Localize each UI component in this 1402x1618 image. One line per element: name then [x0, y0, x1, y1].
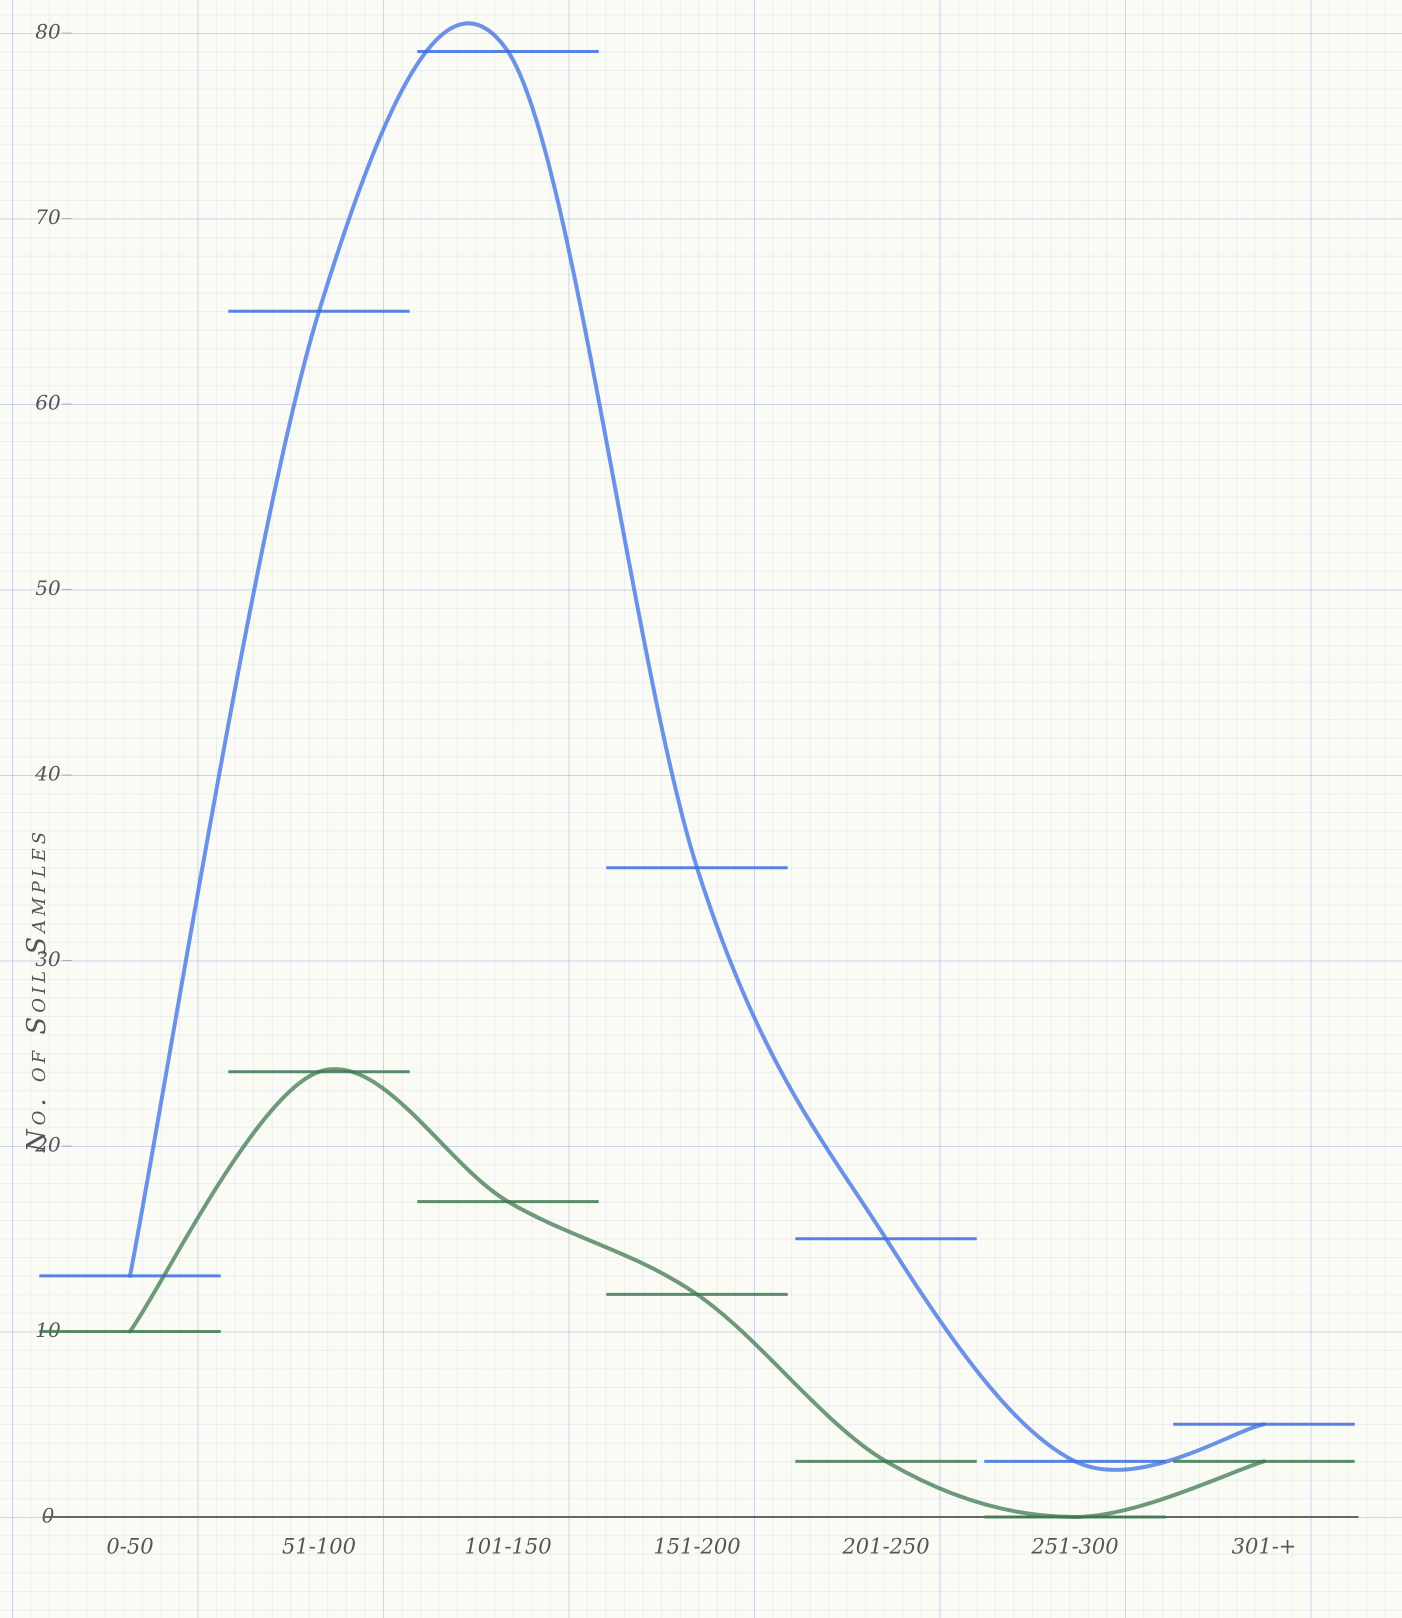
y-axis-title: No. of Soil Samples	[22, 828, 52, 1153]
trend-curve	[128, 1067, 1266, 1520]
x-tick-label: 201-250	[841, 1535, 929, 1559]
trend-curve	[128, 21, 1266, 1472]
y-tick-label: 0	[42, 1504, 55, 1528]
x-tick-label: 101-150	[464, 1535, 551, 1559]
x-tick-label: 151-200	[653, 1535, 740, 1559]
y-tick-label: 80	[35, 20, 61, 44]
y-tick-label: 70	[35, 205, 61, 229]
x-tick-label: 0-50	[106, 1535, 153, 1559]
x-tick-label: 251-300	[1030, 1535, 1118, 1559]
x-tick-label: 301-+	[1232, 1535, 1297, 1559]
y-tick-label: 60	[35, 391, 61, 415]
y-tick-label: 50	[35, 576, 61, 600]
y-tick-label: 20	[34, 1133, 61, 1157]
y-tick-label: 30	[35, 947, 61, 971]
y-tick-label: 40	[34, 762, 61, 786]
x-tick-label: 51-100	[282, 1535, 356, 1559]
